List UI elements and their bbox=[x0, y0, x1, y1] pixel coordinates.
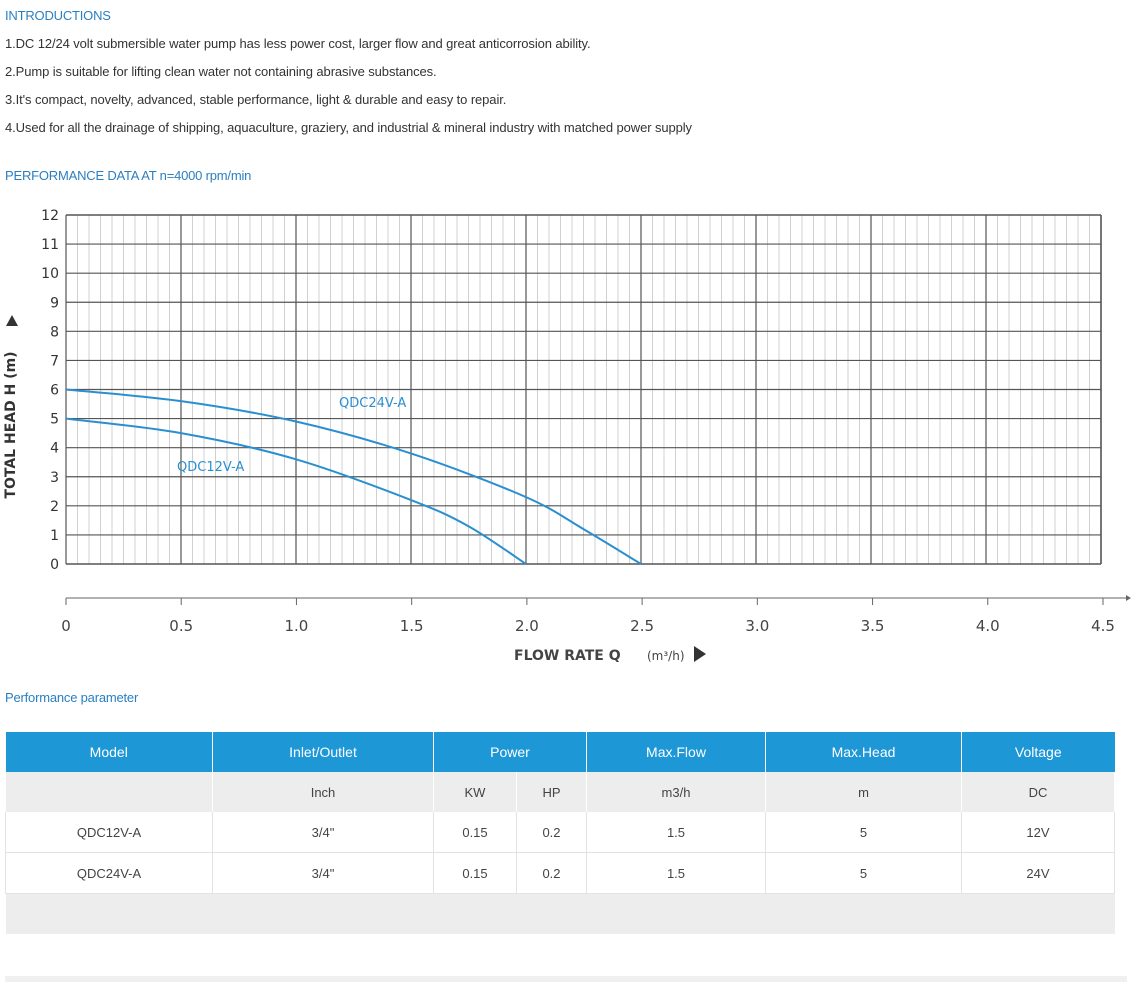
x-axis-unit: (m³/h) bbox=[647, 649, 685, 663]
table-row: QDC12V-A 3/4" 0.15 0.2 1.5 5 12V bbox=[5, 812, 1115, 853]
curve-qdc24v-a bbox=[65, 388, 642, 565]
y-tick-label: 5 bbox=[50, 412, 59, 428]
cell-inlet-outlet: 3/4" bbox=[212, 812, 434, 853]
x-tick-label: 0.5 bbox=[169, 617, 193, 635]
x-tick-label: 1.0 bbox=[285, 617, 309, 635]
x-tick-label: 2.5 bbox=[630, 617, 654, 635]
unit-inlet-outlet: Inch bbox=[212, 772, 434, 812]
y-axis-arrow-icon bbox=[6, 315, 18, 326]
table-empty-row bbox=[5, 893, 1115, 934]
cell-kw: 0.15 bbox=[433, 852, 517, 894]
y-tick-label: 3 bbox=[50, 470, 59, 486]
x-axis-end-icon bbox=[1126, 595, 1131, 601]
y-tick-label: 11 bbox=[41, 237, 59, 253]
curves: QDC24V-A QDC12V-A bbox=[65, 388, 642, 565]
header-max-flow: Max.Flow bbox=[586, 732, 766, 772]
header-inlet-outlet: Inlet/Outlet bbox=[212, 732, 434, 772]
grid-major bbox=[65, 214, 1102, 565]
unit-model bbox=[5, 772, 213, 812]
unit-hp: HP bbox=[516, 772, 587, 812]
intro-line-3: 3.It's compact, novelty, advanced, stabl… bbox=[5, 92, 507, 107]
unit-kw: KW bbox=[433, 772, 517, 812]
empty-cell bbox=[5, 893, 1115, 934]
x-tick-label: 4.5 bbox=[1091, 617, 1115, 635]
y-tick-label: 12 bbox=[41, 208, 59, 224]
header-model: Model bbox=[5, 732, 213, 772]
intro-line-4: 4.Used for all the drainage of shipping,… bbox=[5, 120, 692, 135]
x-axis-arrow-icon bbox=[694, 646, 706, 662]
y-axis-label: TOTAL HEAD H (m) bbox=[3, 351, 19, 498]
y-tick-label: 8 bbox=[50, 324, 59, 340]
cell-max-head: 5 bbox=[765, 852, 962, 894]
cell-max-flow: 1.5 bbox=[586, 852, 766, 894]
table-header-row: Model Inlet/Outlet Power Max.Flow Max.He… bbox=[5, 732, 1115, 772]
cell-hp: 0.2 bbox=[516, 852, 587, 894]
x-tick-label: 4.0 bbox=[976, 617, 1000, 635]
header-voltage: Voltage bbox=[961, 732, 1115, 772]
x-axis-label: FLOW RATE Q bbox=[514, 648, 621, 664]
cell-voltage: 12V bbox=[961, 812, 1115, 853]
y-tick-label: 7 bbox=[50, 353, 59, 369]
x-tick-label: 2.0 bbox=[515, 617, 539, 635]
curve-label: QDC12V-A bbox=[177, 460, 244, 475]
y-tick-label: 2 bbox=[50, 499, 59, 515]
table-units-row: Inch KW HP m3/h m DC bbox=[5, 772, 1115, 812]
curve-label: QDC24V-A bbox=[339, 396, 406, 411]
cell-max-flow: 1.5 bbox=[586, 812, 766, 853]
bottom-divider bbox=[5, 976, 1127, 982]
cell-kw: 0.15 bbox=[433, 812, 517, 853]
header-max-head: Max.Head bbox=[765, 732, 962, 772]
unit-max-head: m bbox=[765, 772, 962, 812]
y-tick-label: 4 bbox=[50, 441, 59, 457]
x-tick-label: 1.5 bbox=[400, 617, 424, 635]
table-row: QDC24V-A 3/4" 0.15 0.2 1.5 5 24V bbox=[5, 852, 1115, 894]
cell-model: QDC12V-A bbox=[5, 812, 213, 853]
cell-hp: 0.2 bbox=[516, 812, 587, 853]
introductions-heading: INTRODUCTIONS bbox=[5, 8, 111, 23]
curve-qdc12v-a bbox=[65, 417, 527, 565]
cell-inlet-outlet: 3/4" bbox=[212, 852, 434, 894]
unit-max-flow: m3/h bbox=[586, 772, 766, 812]
x-tick-label: 0 bbox=[61, 617, 71, 635]
cell-max-head: 5 bbox=[765, 812, 962, 853]
y-tick-label: 9 bbox=[50, 295, 59, 311]
y-tick-label: 10 bbox=[41, 266, 59, 282]
parameters-table: Model Inlet/Outlet Power Max.Flow Max.He… bbox=[5, 732, 1115, 934]
performance-heading: PERFORMANCE DATA AT n=4000 rpm/min bbox=[5, 168, 252, 183]
x-tick-label: 3.0 bbox=[745, 617, 769, 635]
intro-line-1: 1.DC 12/24 volt submersible water pump h… bbox=[5, 36, 591, 51]
y-tick-label: 6 bbox=[50, 383, 59, 399]
header-power: Power bbox=[433, 732, 587, 772]
cell-voltage: 24V bbox=[961, 852, 1115, 894]
y-tick-label: 1 bbox=[50, 528, 59, 544]
intro-line-2: 2.Pump is suitable for lifting clean wat… bbox=[5, 64, 437, 79]
unit-voltage: DC bbox=[961, 772, 1115, 812]
cell-model: QDC24V-A bbox=[5, 852, 213, 894]
x-tick-label: 3.5 bbox=[861, 617, 885, 635]
parameters-heading: Performance parameter bbox=[5, 690, 139, 705]
y-tick-label: 0 bbox=[50, 557, 59, 573]
x-axis: 0 0.5 1.0 1.5 2.0 2.5 3.0 3.5 4.0 4.5 bbox=[61, 595, 1131, 635]
